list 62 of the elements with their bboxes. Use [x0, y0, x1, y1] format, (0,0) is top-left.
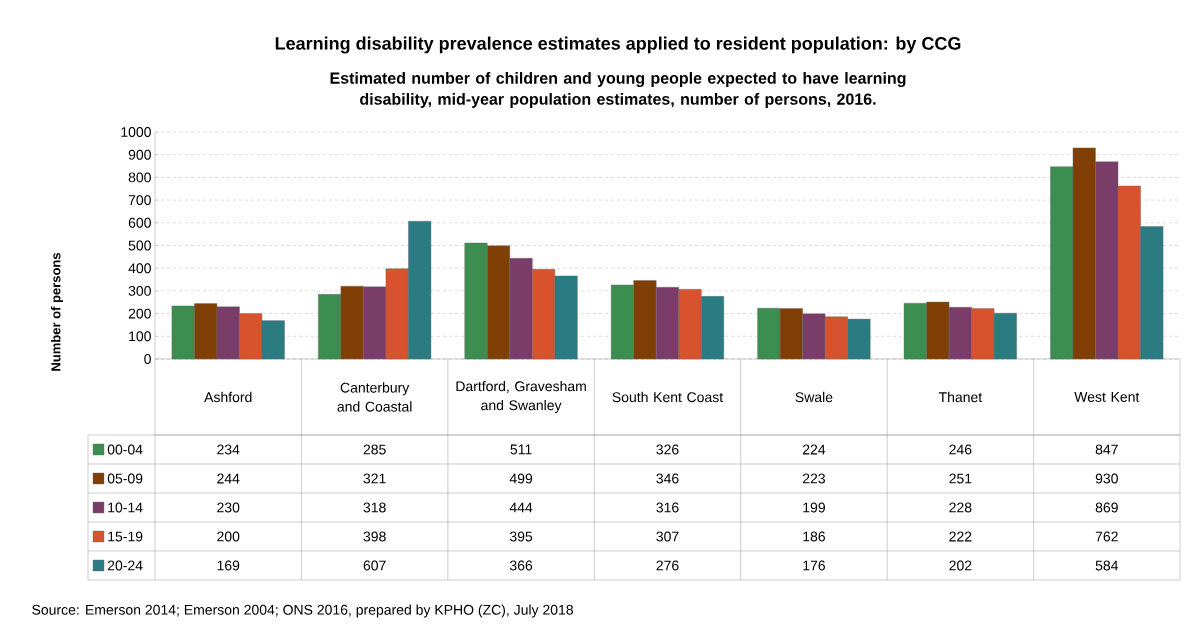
- data-label: 276: [656, 560, 679, 571]
- legend-label: 15-19: [108, 531, 143, 542]
- data-label: 326: [656, 444, 679, 455]
- chart-subtitle: Estimated number of children and young people expected to have learning disability, mid-year population estimates, number of persons, 2016.: [330, 72, 906, 108]
- data-label: 200: [217, 531, 240, 542]
- chart-title: Learning disability prevalence estimates applied to resident population: by CCG: [275, 36, 961, 54]
- y-tick-label: 100: [129, 331, 151, 342]
- data-label: 169: [217, 560, 240, 571]
- data-label: 224: [802, 444, 826, 455]
- x-tick-label: Dartford, Gravesham and Swanley: [456, 380, 586, 414]
- data-label: 762: [1095, 531, 1118, 542]
- data-label: 186: [803, 531, 825, 542]
- data-label: 307: [656, 531, 679, 542]
- data-label: 499: [509, 473, 533, 484]
- data-label: 246: [949, 444, 972, 455]
- y-tick-label: 0: [144, 354, 151, 364]
- data-label: 234: [217, 444, 240, 455]
- x-tick-label: West Kent: [1074, 392, 1140, 402]
- data-label: 230: [217, 502, 240, 513]
- y-axis-title: Number of persons: [50, 252, 64, 371]
- data-label: 321: [363, 473, 386, 484]
- x-tick-label: South Kent Coast: [612, 391, 724, 403]
- data-label: 930: [1095, 473, 1118, 484]
- legend-label: 05-09: [107, 473, 143, 484]
- data-label: 318: [363, 502, 386, 513]
- source-note: Source: Emerson 2014; Emerson 2004; ONS 2016, prepared by KPHO (ZC), July 2018: [32, 604, 573, 618]
- data-label: 444: [509, 502, 533, 513]
- y-tick-label: 900: [128, 149, 151, 160]
- legend-label: 00-04: [107, 444, 143, 455]
- y-tick-label: 300: [128, 285, 151, 296]
- data-label: 199: [803, 502, 825, 513]
- data-label: 395: [509, 531, 533, 542]
- data-label: 222: [949, 531, 972, 542]
- data-label: 511: [510, 444, 532, 455]
- data-label: 223: [802, 473, 825, 484]
- y-tick-label: 700: [128, 195, 151, 206]
- data-label: 869: [1095, 502, 1118, 513]
- data-label: 346: [656, 473, 679, 484]
- data-label: 607: [363, 560, 386, 571]
- data-label: 398: [363, 531, 386, 542]
- data-label: 251: [949, 473, 972, 484]
- x-tick-label: Swale: [795, 391, 833, 403]
- data-label: 202: [949, 560, 972, 571]
- y-tick-label: 200: [128, 308, 151, 319]
- data-label: 228: [949, 502, 972, 513]
- data-label: 285: [363, 444, 386, 455]
- legend-label: 10-14: [108, 502, 143, 513]
- x-tick-label: Canterbury and Coastal: [337, 382, 412, 412]
- data-label: 244: [217, 473, 240, 484]
- x-tick-label: Ashford: [204, 391, 252, 403]
- data-label: 847: [1095, 444, 1118, 455]
- data-label: 584: [1095, 560, 1119, 571]
- x-tick-label: Thanet: [938, 391, 983, 403]
- y-tick-label: 800: [128, 172, 151, 183]
- data-label: 316: [656, 502, 679, 513]
- y-tick-label: 1000: [121, 127, 151, 137]
- data-label: 176: [803, 560, 825, 571]
- y-tick-label: 600: [128, 217, 151, 228]
- data-label: 366: [509, 560, 533, 571]
- y-tick-label: 400: [128, 263, 151, 274]
- legend-label: 20-24: [107, 560, 143, 571]
- y-tick-label: 500: [128, 240, 151, 251]
